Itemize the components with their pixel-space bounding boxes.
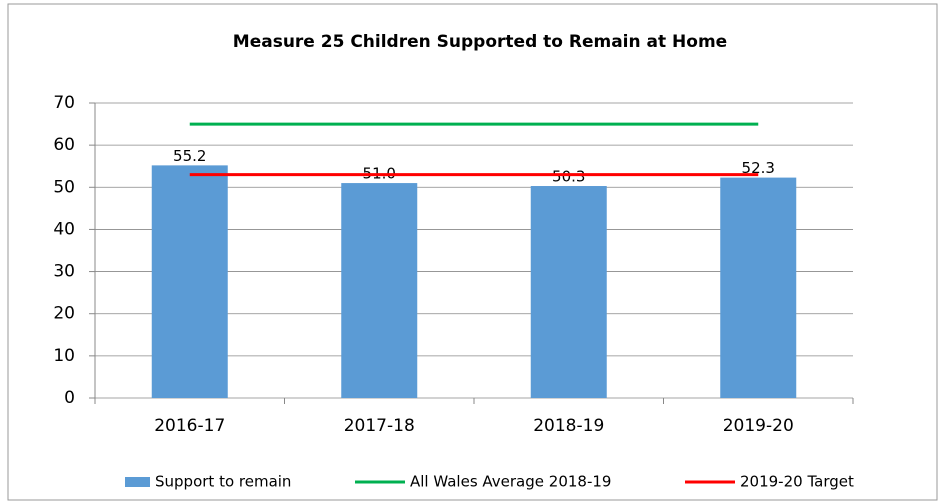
chart-border: [7, 3, 938, 501]
x-tick-label: 2018-19: [533, 416, 604, 436]
data-label: 55.2: [173, 147, 206, 165]
y-tick-label: 0: [64, 388, 75, 408]
legend-swatch: [125, 477, 150, 487]
y-tick-label: 40: [53, 219, 75, 239]
y-tick-label: 70: [53, 93, 75, 113]
y-tick-label: 30: [53, 262, 75, 282]
data-label: 50.3: [552, 168, 585, 186]
legend-label: Support to remain: [155, 473, 291, 491]
bar: [530, 186, 607, 398]
x-tick-label: 2017-18: [344, 416, 415, 436]
y-tick-label: 20: [53, 304, 75, 324]
bar: [341, 183, 418, 398]
legend-label: 2019-20 Target: [740, 473, 854, 491]
y-tick-label: 10: [53, 346, 75, 366]
bar: [720, 177, 797, 398]
x-tick-label: 2019-20: [723, 416, 794, 436]
chart-title: Measure 25 Children Supported to Remain …: [233, 32, 727, 52]
legend-label: All Wales Average 2018-19: [410, 473, 611, 491]
y-tick-label: 60: [53, 135, 75, 155]
data-label: 52.3: [742, 159, 775, 177]
y-tick-label: 50: [53, 177, 75, 197]
bar: [151, 165, 228, 398]
x-tick-label: 2016-17: [154, 416, 225, 436]
